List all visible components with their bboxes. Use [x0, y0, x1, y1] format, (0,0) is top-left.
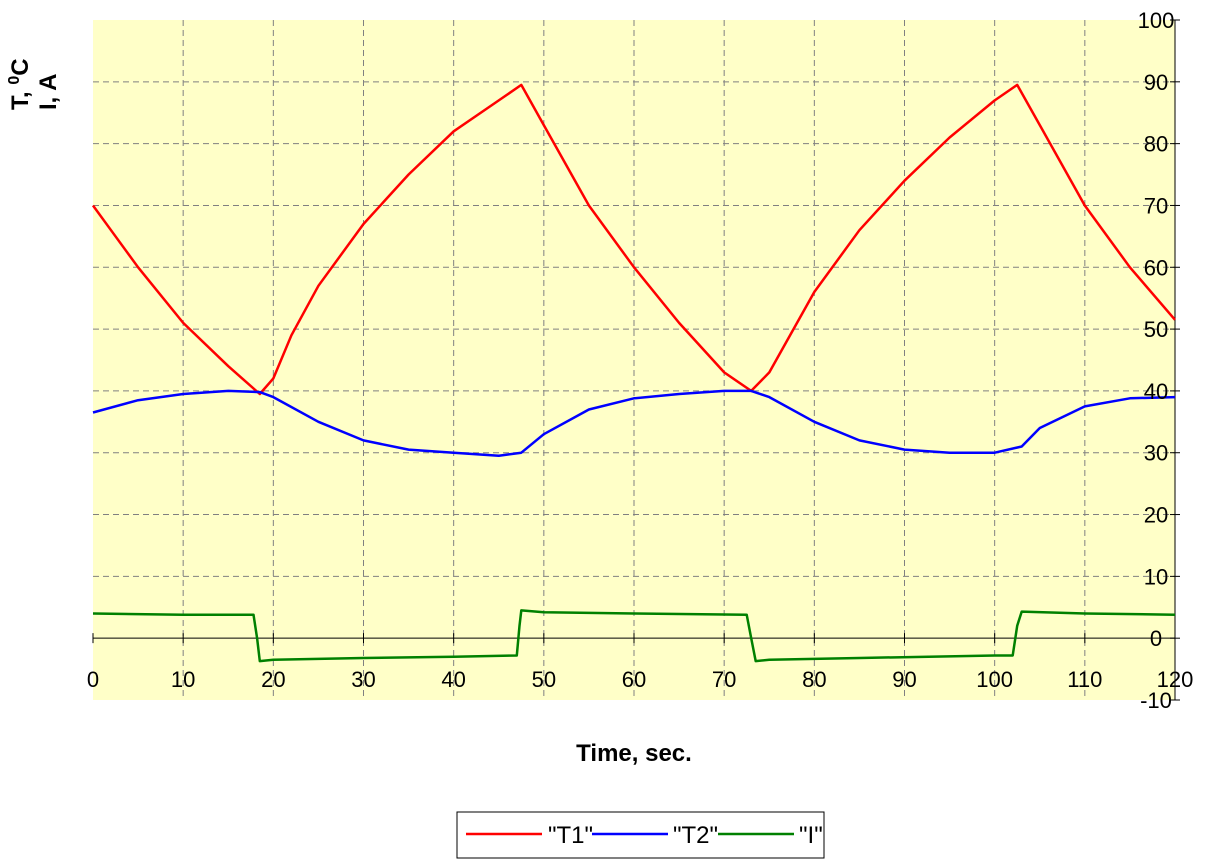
x-tick-label-2: 20 [261, 667, 285, 692]
y-axis-label-line1: T, [7, 85, 34, 110]
x-tick-label-9: 90 [892, 667, 916, 692]
axes [92, 19, 1180, 701]
y-tick-label-1: 90 [1144, 70, 1168, 95]
series-line-2 [92, 609, 1176, 663]
y-tick-label-3: 70 [1144, 193, 1168, 218]
legend: "T1" "T2" "I" [456, 811, 825, 859]
y-axis-label-superscript: 0 [6, 76, 23, 85]
y-tick-label-5: 50 [1144, 317, 1168, 342]
y-tick-label-0: 100 [1138, 8, 1175, 33]
legend-items: "T1" "T2" "I" [466, 822, 823, 849]
x-tick-label-12: 120 [1157, 667, 1194, 692]
x-tick-label-10: 100 [976, 667, 1013, 692]
x-tick-label-5: 50 [532, 667, 556, 692]
y-axis-label-unit: C [7, 58, 34, 75]
x-tick-label-7: 70 [712, 667, 736, 692]
legend-label-2: "I" [799, 822, 823, 849]
x-tick-label-6: 60 [622, 667, 646, 692]
tick-labels: 0 10 20 30 40 50 60 70 80 90 100 110 120100908070605… [87, 8, 1193, 713]
y-tick-label-11: -10 [1140, 688, 1172, 713]
y-tick-label-4: 60 [1144, 255, 1168, 280]
x-tick-label-3: 30 [351, 667, 375, 692]
x-tick-label-1: 10 [171, 667, 195, 692]
series-line-0 [91, 83, 1176, 396]
legend-label-0: "T1" [548, 822, 593, 849]
y-tick-label-2: 80 [1144, 132, 1168, 157]
series-line-1 [92, 389, 1176, 458]
series-group [91, 83, 1176, 663]
x-tick-label-4: 40 [441, 667, 465, 692]
y-tick-label-8: 20 [1144, 503, 1168, 528]
legend-label-1: "T2" [673, 822, 718, 849]
x-tick-label-11: 110 [1067, 667, 1102, 692]
y-tick-label-9: 10 [1144, 564, 1168, 589]
y-axis-label-current: I, A [35, 74, 62, 110]
y-tick-label-10: 0 [1150, 626, 1162, 651]
y-axis-label-temperature: T, 0C [6, 58, 34, 110]
y-tick-label-6: 40 [1144, 379, 1168, 404]
x-axis-label: Time, sec. [576, 740, 692, 767]
y-tick-label-7: 30 [1144, 441, 1168, 466]
x-tick-label-0: 0 [87, 667, 99, 692]
x-tick-label-8: 80 [802, 667, 826, 692]
